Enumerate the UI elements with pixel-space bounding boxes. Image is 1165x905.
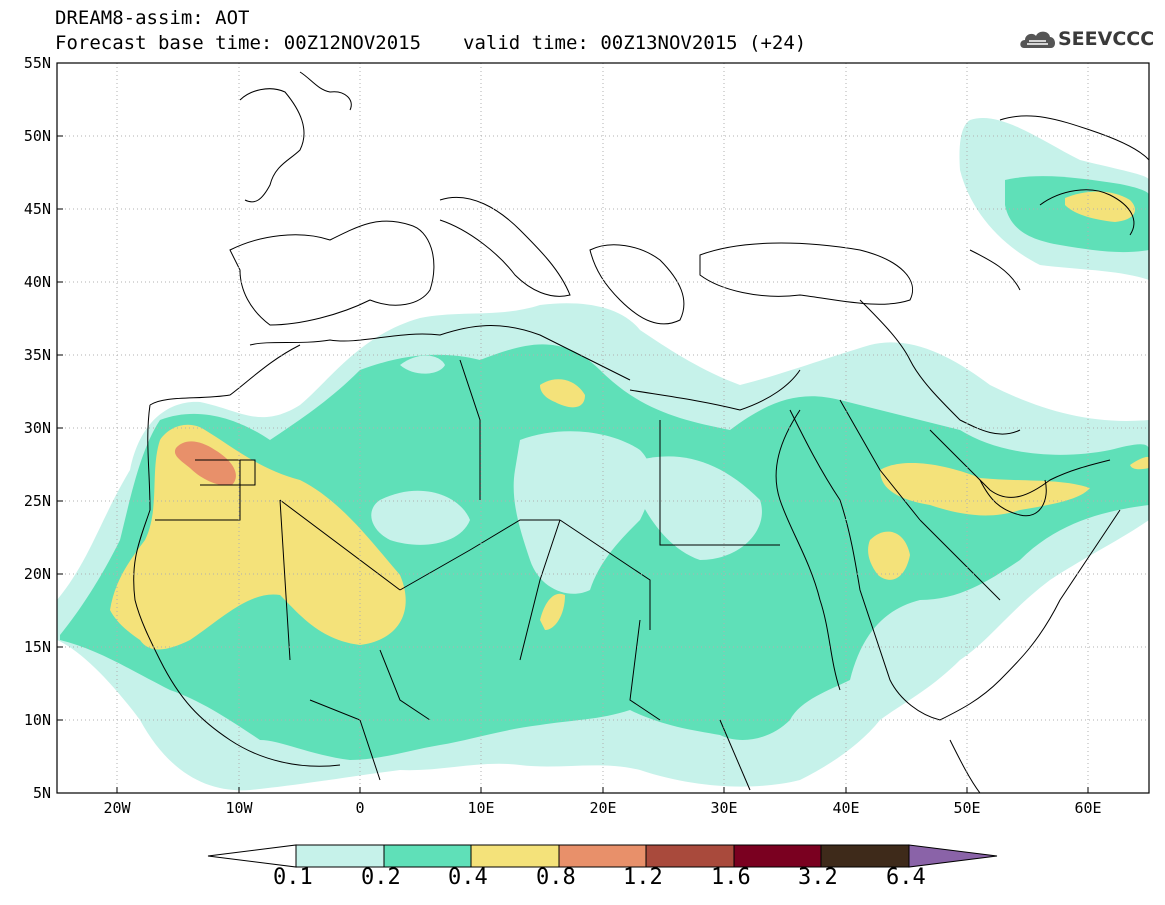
aot-band-0.1-holes — [371, 431, 762, 594]
lat-label-10N: 10N — [24, 711, 51, 729]
lat-label-20N: 20N — [24, 565, 51, 583]
lat-label-5N: 5N — [33, 784, 51, 802]
valid-time: valid time: 00Z13NOV2015 (+24) — [463, 32, 807, 54]
colorbar-bin-1.6 — [733, 844, 822, 868]
colorbar-label-1.6: 1.6 — [711, 865, 751, 890]
logo-text: SEEVCCC — [1058, 28, 1155, 50]
lat-label-45N: 45N — [24, 200, 51, 218]
colorbar-label-6.4: 6.4 — [886, 865, 926, 890]
lon-label-50E: 50E — [953, 799, 980, 817]
lat-label-55N: 55N — [24, 54, 51, 72]
colorbar-label-0.1: 0.1 — [273, 865, 313, 890]
aot-band-0.8 — [174, 441, 236, 486]
lon-label-20E: 20E — [589, 799, 616, 817]
colorbar-bin-3.2 — [820, 844, 910, 868]
colorbar-label-0.2: 0.2 — [361, 865, 401, 890]
colorbar-label-3.2: 3.2 — [798, 865, 838, 890]
lon-label-60E: 60E — [1074, 799, 1101, 817]
base-time: Forecast base time: 00Z12NOV2015 — [55, 32, 422, 54]
lat-label-50N: 50N — [24, 127, 51, 145]
lon-label-40E: 40E — [832, 799, 859, 817]
lat-label-15N: 15N — [24, 638, 51, 656]
lat-labels: 55N 50N 45N 40N 35N 30N 25N 20N 15N 10N … — [24, 54, 51, 802]
lon-label-10E: 10E — [467, 799, 494, 817]
tick-marks — [57, 135, 1089, 793]
colorbar — [207, 844, 998, 868]
colorbar-label-0.4: 0.4 — [448, 865, 488, 890]
lat-label-35N: 35N — [24, 346, 51, 364]
lon-label-10W: 10W — [225, 799, 253, 817]
lat-label-40N: 40N — [24, 273, 51, 291]
lon-label-30E: 30E — [710, 799, 737, 817]
lon-labels: 20W 10W 0 10E 20E 30E 40E 50E 60E — [103, 799, 1101, 817]
colorbar-under-triangle — [207, 844, 297, 868]
aot-contours — [57, 118, 1149, 791]
seevccc-logo: SEEVCCC — [1018, 26, 1155, 52]
lon-label-20W: 20W — [103, 799, 131, 817]
lat-label-30N: 30N — [24, 419, 51, 437]
colorbar-bin-0.8 — [558, 844, 647, 868]
colorbar-label-0.8: 0.8 — [536, 865, 576, 890]
cloud-icon — [1020, 31, 1056, 48]
grid-lines — [57, 63, 1149, 793]
colorbar-bin-0.1 — [295, 844, 385, 868]
colorbar-bin-0.4 — [470, 844, 560, 868]
lat-label-25N: 25N — [24, 492, 51, 510]
colorbar-bin-0.2 — [383, 844, 472, 868]
chart-title: DREAM8-assim: AOT — [55, 7, 250, 29]
forecast-times: Forecast base time: 00Z12NOV2015 valid ti… — [55, 34, 806, 53]
coastlines-borders — [133, 71, 1149, 793]
colorbar-over-triangle — [908, 844, 998, 868]
lon-label-0: 0 — [355, 799, 364, 817]
colorbar-label-1.2: 1.2 — [623, 865, 663, 890]
colorbar-bin-1.2 — [645, 844, 735, 868]
